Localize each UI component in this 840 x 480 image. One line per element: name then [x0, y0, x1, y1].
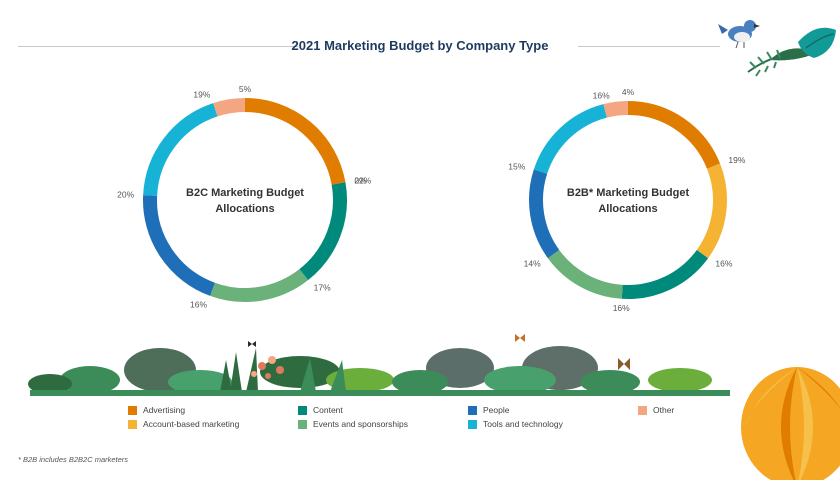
data-label-events-and-sponsorships: 16% — [190, 299, 207, 309]
donut-segment-tools-and-technology — [143, 103, 218, 196]
data-label-tools-and-technology: 16% — [593, 90, 610, 100]
legend-swatch — [128, 405, 137, 415]
title-rule-left — [18, 46, 298, 47]
legend-item-events-and-sponsorships: Events and sponsorships — [298, 419, 468, 429]
donut-segment-advertising — [244, 98, 346, 185]
donut-center-title: B2B* Marketing Budget Allocations — [567, 187, 690, 215]
donut-center-title: B2C Marketing Budget Allocations — [186, 187, 304, 215]
legend-label: Other — [653, 405, 675, 415]
charts-area: 22%0% 17% 16% 20% 19% 5% B2C Marketing Budget A… — [117, 84, 746, 313]
legend-label: Events and sponsorships — [313, 419, 408, 429]
data-label-people: 20% — [117, 190, 134, 200]
legend-item-account-based-marketing: Account-based marketing — [128, 419, 298, 429]
legend-swatch — [468, 419, 477, 429]
data-label-people: 15% — [508, 162, 525, 172]
donut-segment-content — [621, 249, 709, 299]
data-label-advertising: 22% — [354, 176, 371, 186]
data-label-content: 17% — [314, 282, 331, 292]
data-label-account-based-marketing: 0% — [354, 176, 367, 186]
butterfly-icon — [618, 358, 630, 370]
data-label-other: 5% — [239, 84, 252, 94]
data-label-advertising: 19% — [728, 155, 745, 165]
donut-segment-advertising — [627, 101, 721, 169]
legend-label: Advertising — [143, 405, 186, 415]
donut-chart-b2c: 22%0% 17% 16% 20% 19% 5% B2C Marketing Budget A… — [117, 84, 372, 309]
butterfly-icon — [248, 341, 256, 347]
donut-chart-b2b: 19% 16% 16% 14% 15% 16% 4% B2B* Marketing Budge… — [508, 87, 746, 313]
legend-label: Content — [313, 405, 343, 415]
legend-swatch — [298, 419, 307, 429]
legend-swatch — [468, 405, 477, 415]
donut-segment-people — [529, 169, 560, 259]
title-rule-right — [578, 46, 720, 47]
bird-icon — [718, 20, 836, 77]
legend-swatch — [638, 405, 647, 415]
page-title: 2021 Marketing Budget by Company Type — [291, 38, 549, 53]
data-label-events-and-sponsorships: 14% — [524, 258, 541, 268]
legend-swatch — [128, 419, 137, 429]
footnote: * B2B includes B2B2C marketers — [18, 455, 129, 464]
data-label-account-based-marketing: 16% — [715, 258, 732, 268]
legend-item-tools-and-technology: Tools and technology — [468, 419, 638, 429]
legend-item-advertising: Advertising — [128, 405, 298, 415]
legend-item-content: Content — [298, 405, 468, 415]
legend-label: Tools and technology — [483, 419, 563, 429]
legend-label: People — [483, 405, 510, 415]
legend-item-other: Other — [638, 405, 738, 415]
data-label-content: 16% — [613, 303, 630, 313]
data-label-other: 4% — [622, 87, 635, 97]
donut-segment-events-and-sponsorships — [547, 249, 623, 299]
donut-segment-tools-and-technology — [533, 104, 608, 174]
donut-segment-events-and-sponsorships — [210, 269, 309, 302]
foliage-illustration — [28, 334, 730, 396]
donut-segment-content — [299, 182, 347, 281]
legend-label: Account-based marketing — [143, 419, 240, 429]
donut-segment-people — [143, 195, 216, 296]
legend-item-people: People — [468, 405, 638, 415]
butterfly-icon — [515, 334, 525, 342]
legend: Advertising Content People Other Account… — [128, 405, 688, 429]
data-label-tools-and-technology: 19% — [193, 90, 210, 100]
donut-segment-other — [603, 101, 629, 118]
donut-segment-account-based-marketing — [696, 163, 727, 259]
legend-swatch — [298, 405, 307, 415]
donut-segment-other — [213, 98, 246, 117]
hot-air-balloon-icon — [741, 367, 840, 480]
